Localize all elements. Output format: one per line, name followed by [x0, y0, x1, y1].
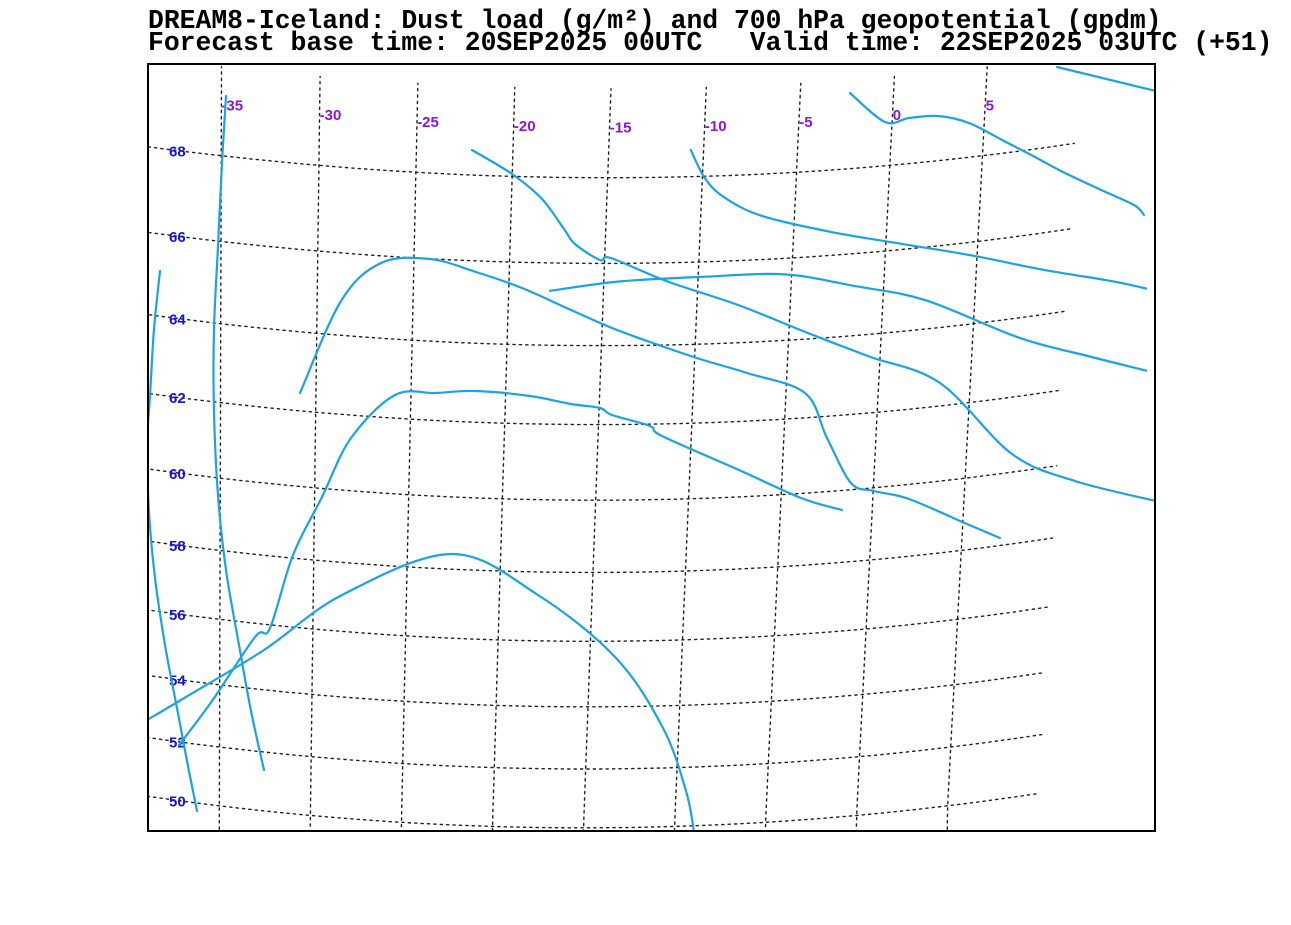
svg-text:5: 5: [986, 97, 994, 114]
svg-text:-25: -25: [417, 114, 439, 131]
svg-text:58: 58: [169, 538, 186, 555]
svg-text:60: 60: [169, 466, 186, 483]
svg-text:68: 68: [169, 143, 186, 160]
svg-text:66: 66: [169, 229, 186, 246]
svg-text:-15: -15: [610, 119, 632, 136]
svg-text:-20: -20: [514, 118, 536, 135]
svg-text:64: 64: [169, 311, 186, 328]
svg-text:-10: -10: [705, 118, 727, 135]
svg-text:50: 50: [169, 794, 186, 811]
svg-text:-30: -30: [320, 107, 342, 124]
svg-text:62: 62: [169, 390, 186, 407]
svg-text:56: 56: [169, 607, 186, 624]
svg-text:-5: -5: [799, 114, 812, 131]
